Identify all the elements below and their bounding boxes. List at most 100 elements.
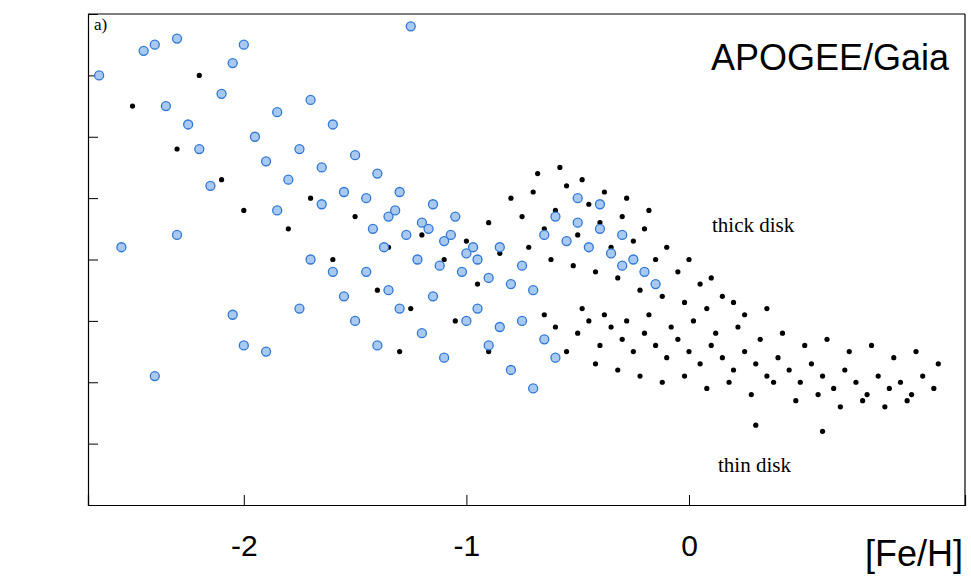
dot-point	[847, 349, 852, 354]
open-circle-point	[273, 206, 282, 215]
dot-point	[669, 324, 674, 329]
y-tick	[88, 198, 98, 199]
dot-point	[631, 349, 636, 354]
dot-point	[713, 331, 718, 336]
x-tick-mark	[466, 495, 467, 505]
chart: -2-10a)thick diskthin diskAPOGEE/Gaia[Fe…	[0, 0, 971, 584]
dot-point	[646, 208, 651, 213]
dot-point	[793, 398, 798, 403]
open-circle-point	[262, 157, 271, 166]
open-circle-point	[413, 255, 422, 264]
dot-point	[571, 263, 576, 268]
dot-point	[575, 331, 580, 336]
open-circle-point	[150, 40, 159, 49]
open-circle-point	[328, 267, 337, 276]
open-circle-point	[424, 224, 433, 233]
open-circle-point	[328, 120, 337, 129]
dot-point	[864, 392, 869, 397]
open-circle-point	[607, 249, 616, 258]
open-circle-point	[446, 230, 455, 239]
open-circle-point	[402, 230, 411, 239]
dot-point	[742, 349, 747, 354]
open-circle-point	[395, 304, 404, 313]
dot-point	[735, 324, 740, 329]
x-axis-line	[89, 495, 966, 506]
open-circle-point	[562, 237, 571, 246]
dot-point	[602, 312, 607, 317]
open-circle-point	[228, 310, 237, 319]
open-circle-point	[440, 353, 449, 362]
open-circle-point	[339, 292, 348, 301]
dot-point	[709, 275, 714, 280]
dot-point	[615, 275, 620, 280]
dot-point	[887, 386, 892, 391]
open-circle-point	[429, 200, 438, 209]
x-tick-label: -1	[454, 529, 481, 562]
open-circle-point	[551, 212, 560, 221]
dot-point	[564, 183, 569, 188]
dot-point	[709, 343, 714, 348]
dot-point	[780, 331, 785, 336]
dot-point	[557, 165, 562, 170]
open-circle-point	[195, 145, 204, 154]
x-tick-mark	[689, 495, 690, 505]
open-circle-point	[173, 34, 182, 43]
dot-point	[602, 189, 607, 194]
dot-point	[869, 343, 874, 348]
x-tick-label: 0	[681, 529, 698, 562]
dot-point	[642, 331, 647, 336]
dot-point	[637, 288, 642, 293]
open-circle-point	[368, 224, 377, 233]
open-circle-point	[173, 230, 182, 239]
dot-point	[720, 355, 725, 360]
dot-point	[508, 196, 513, 201]
open-circle-point	[351, 151, 360, 160]
dot-point	[682, 374, 687, 379]
dot-point	[475, 281, 480, 286]
open-circle-point	[373, 169, 382, 178]
dot-point	[531, 189, 536, 194]
open-circle-point	[384, 286, 393, 295]
dot-point	[771, 380, 776, 385]
dot-point	[241, 208, 246, 213]
dot-point	[698, 281, 703, 286]
dot-point	[831, 386, 836, 391]
dot-point	[787, 367, 792, 372]
open-circle-point	[462, 316, 471, 325]
dot-point	[936, 361, 941, 366]
open-circle-point	[95, 71, 104, 80]
open-circle-point	[595, 224, 604, 233]
title: APOGEE/Gaia	[711, 37, 950, 78]
y-tick	[88, 382, 98, 383]
dot-point	[308, 196, 313, 201]
open-circle-point	[273, 108, 282, 117]
dot-point	[375, 288, 380, 293]
dot-point	[660, 380, 665, 385]
y-tick-mark	[88, 137, 98, 138]
dot-point	[731, 300, 736, 305]
x-tick: -1	[454, 495, 481, 562]
dot-point	[586, 202, 591, 207]
frame-right	[964, 14, 965, 505]
dot-point	[130, 103, 135, 108]
open-circle-point	[429, 292, 438, 301]
panel-label: a)	[94, 15, 107, 34]
dot-point	[698, 361, 703, 366]
dot-point	[620, 337, 625, 342]
dot-point	[891, 355, 896, 360]
open-circle-point	[206, 181, 215, 190]
dot-point	[580, 306, 585, 311]
open-circle-point	[473, 255, 482, 264]
dot-point	[809, 361, 814, 366]
open-circle-point	[473, 304, 482, 313]
open-circle-point	[573, 218, 582, 227]
dot-point	[764, 374, 769, 379]
series-1	[95, 22, 660, 393]
open-circle-point	[161, 102, 170, 111]
dot-point	[842, 367, 847, 372]
dot-point	[876, 374, 881, 379]
dot-point	[860, 398, 865, 403]
dot-point	[286, 226, 291, 231]
open-circle-point	[228, 59, 237, 68]
open-circle-point	[262, 347, 271, 356]
